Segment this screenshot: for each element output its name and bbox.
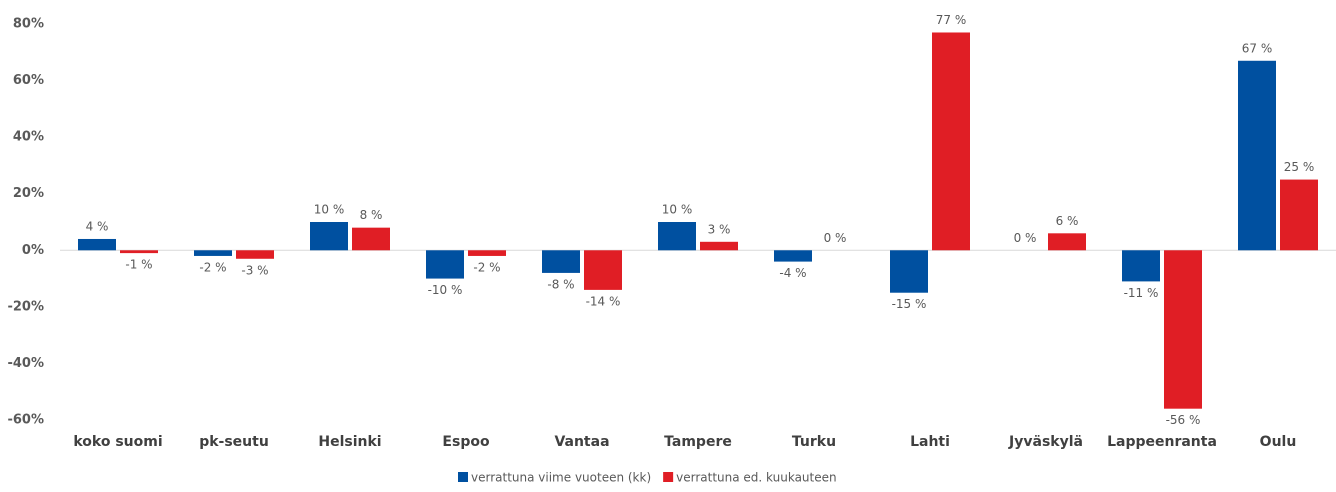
y-tick-label: -60% [7, 413, 44, 428]
data-label: 6 % [1056, 214, 1079, 228]
y-tick-label: -20% [7, 299, 44, 314]
data-label: 25 % [1284, 160, 1315, 174]
y-tick-label: 40% [13, 130, 44, 145]
y-tick-label: 20% [13, 186, 44, 201]
x-tick-label: Helsinki [318, 434, 381, 450]
x-tick-label: Jyväskylä [1008, 434, 1083, 450]
data-label: 0 % [824, 231, 847, 245]
bar [1122, 250, 1160, 282]
data-label: -8 % [547, 277, 574, 291]
x-tick-label: pk-seutu [199, 434, 269, 450]
data-label: 0 % [1014, 231, 1037, 245]
bar [584, 250, 622, 290]
y-tick-label: 80% [13, 17, 44, 32]
legend-swatch [663, 472, 674, 482]
bar [78, 238, 116, 251]
data-label: -11 % [1124, 286, 1159, 300]
data-label: -14 % [586, 294, 621, 308]
data-label: 8 % [360, 208, 383, 222]
x-tick-label: Espoo [442, 434, 490, 450]
data-label: 4 % [86, 219, 109, 233]
bar [542, 250, 580, 273]
bar [352, 227, 390, 251]
data-label: 77 % [936, 13, 967, 27]
bar [194, 250, 232, 256]
bar [658, 222, 696, 251]
x-tick-label: Oulu [1260, 434, 1297, 450]
bar [426, 250, 464, 279]
legend-swatch [458, 472, 468, 482]
data-label: -2 % [473, 260, 500, 274]
bar [1280, 179, 1318, 251]
y-tick-label: 0% [22, 243, 44, 258]
x-tick-label: Turku [792, 434, 836, 450]
data-label: 10 % [662, 203, 693, 217]
data-label: -3 % [241, 263, 268, 277]
bar [120, 250, 158, 254]
data-label: -15 % [892, 297, 927, 311]
data-label: -10 % [428, 283, 463, 297]
bar [236, 250, 274, 259]
y-tick-label: -40% [7, 356, 44, 371]
data-label: 67 % [1242, 41, 1273, 55]
bar [468, 250, 506, 256]
data-label: 10 % [314, 203, 345, 217]
x-tick-label: koko suomi [73, 434, 162, 450]
data-label: -2 % [199, 260, 226, 274]
y-tick-label: 60% [13, 73, 44, 88]
x-tick-label: Vantaa [554, 434, 609, 450]
legend-label: verrattuna viime vuoteen (kk) [471, 471, 651, 485]
data-label: -1 % [125, 258, 152, 272]
bar [890, 250, 928, 293]
data-label: -4 % [779, 266, 806, 280]
x-tick-label: Lahti [910, 434, 950, 450]
bar [774, 250, 812, 262]
bar [1164, 250, 1202, 409]
data-label: -56 % [1166, 413, 1201, 427]
bar [310, 222, 348, 251]
bar [1048, 233, 1086, 251]
data-label: 3 % [708, 222, 731, 236]
x-tick-label: Lappeenranta [1107, 434, 1217, 450]
bar [1238, 60, 1276, 251]
x-tick-label: Tampere [664, 434, 732, 450]
legend-label: verrattuna ed. kuukauteen [676, 471, 836, 485]
bar [700, 241, 738, 251]
bar [932, 32, 970, 251]
